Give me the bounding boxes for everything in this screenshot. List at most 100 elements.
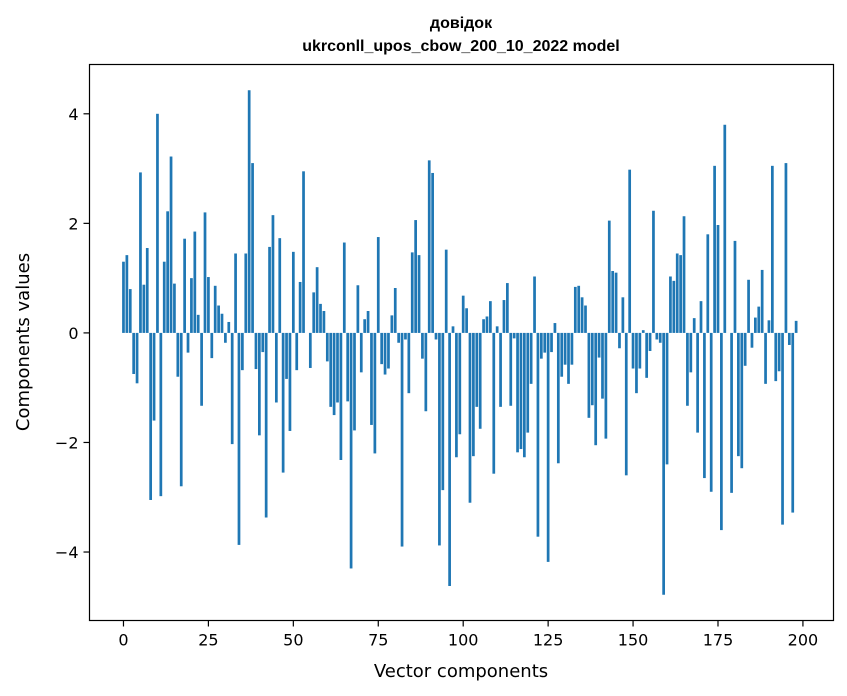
bar bbox=[536, 332, 540, 537]
x-tick-label: 0 bbox=[118, 631, 128, 650]
bar bbox=[635, 332, 638, 394]
bars-group bbox=[122, 90, 798, 595]
bar bbox=[567, 332, 570, 384]
bar bbox=[220, 313, 224, 333]
bar bbox=[271, 215, 275, 333]
x-axis-label: Vector components bbox=[374, 661, 548, 682]
bar bbox=[468, 332, 472, 503]
bar bbox=[794, 320, 798, 333]
bar bbox=[258, 332, 261, 436]
bar bbox=[679, 255, 682, 333]
bar bbox=[770, 165, 774, 333]
bar bbox=[652, 210, 655, 333]
bar bbox=[594, 332, 598, 446]
x-tick-label: 50 bbox=[283, 631, 303, 650]
bar bbox=[329, 332, 333, 407]
bar bbox=[441, 332, 445, 491]
bar bbox=[492, 332, 496, 474]
bar bbox=[268, 246, 271, 333]
y-tick-label: 0 bbox=[68, 324, 78, 343]
bar bbox=[383, 332, 387, 375]
bar bbox=[315, 267, 319, 333]
bar bbox=[607, 220, 611, 333]
bar bbox=[203, 212, 207, 333]
bar bbox=[624, 332, 628, 476]
bar bbox=[152, 332, 156, 421]
bar bbox=[295, 332, 299, 371]
bar bbox=[461, 295, 465, 333]
bar bbox=[142, 284, 146, 333]
bar bbox=[740, 332, 744, 469]
bar bbox=[709, 332, 713, 492]
bar bbox=[675, 253, 679, 333]
bar bbox=[553, 323, 557, 333]
bar bbox=[179, 332, 183, 487]
bar bbox=[495, 326, 499, 333]
bar bbox=[774, 332, 778, 382]
bar bbox=[611, 271, 615, 333]
bar bbox=[696, 332, 699, 433]
bar bbox=[332, 332, 336, 416]
chart-title-line1: довідок bbox=[430, 15, 493, 32]
bar bbox=[546, 332, 550, 562]
bar bbox=[244, 253, 248, 333]
x-axis-ticks: 0 25 50 75 100 125 150 175 200 bbox=[118, 620, 818, 650]
bar bbox=[193, 231, 197, 333]
bar bbox=[166, 211, 169, 333]
bar bbox=[590, 332, 594, 406]
x-tick-label: 25 bbox=[198, 631, 218, 650]
bar bbox=[339, 332, 343, 460]
x-tick-label: 125 bbox=[533, 631, 564, 650]
bar bbox=[210, 332, 214, 359]
bar bbox=[781, 332, 784, 525]
bar bbox=[533, 276, 536, 333]
bar bbox=[356, 285, 360, 333]
bar bbox=[526, 332, 530, 433]
bar bbox=[285, 332, 288, 379]
bar bbox=[261, 332, 265, 353]
bar bbox=[349, 332, 353, 569]
bar bbox=[414, 220, 417, 333]
bar bbox=[125, 255, 129, 333]
bar bbox=[122, 261, 125, 333]
bar bbox=[669, 276, 672, 333]
bar bbox=[424, 332, 428, 412]
bar bbox=[560, 332, 564, 377]
bar bbox=[737, 332, 740, 457]
bar bbox=[438, 332, 441, 546]
bar bbox=[458, 332, 462, 435]
bar bbox=[417, 255, 421, 333]
bar bbox=[628, 169, 632, 333]
bar bbox=[427, 160, 431, 333]
bar bbox=[431, 172, 434, 333]
bar bbox=[176, 332, 180, 377]
bar bbox=[618, 332, 621, 349]
bar bbox=[407, 332, 411, 394]
bar bbox=[302, 171, 305, 333]
bar bbox=[597, 332, 601, 358]
bar bbox=[573, 286, 577, 333]
bar bbox=[342, 242, 346, 333]
bar bbox=[750, 332, 754, 348]
bar bbox=[638, 332, 642, 369]
chart-title-line2: ukrconll_upos_cbow_200_10_2022 model bbox=[302, 38, 619, 55]
bar bbox=[376, 237, 380, 333]
bar bbox=[754, 317, 757, 333]
bar bbox=[465, 308, 468, 333]
bar bbox=[224, 332, 227, 343]
bar bbox=[655, 332, 659, 340]
bar bbox=[757, 306, 761, 333]
bar bbox=[587, 332, 591, 418]
bar bbox=[288, 332, 292, 431]
bar bbox=[512, 332, 516, 339]
bar bbox=[641, 330, 645, 333]
x-tick-label: 100 bbox=[448, 631, 479, 650]
bar bbox=[319, 303, 322, 333]
bar bbox=[584, 305, 587, 333]
bar bbox=[672, 280, 676, 333]
bar bbox=[580, 297, 584, 333]
bar bbox=[156, 113, 159, 333]
bar bbox=[699, 301, 703, 333]
bar bbox=[648, 332, 652, 351]
x-tick-label: 175 bbox=[703, 631, 734, 650]
